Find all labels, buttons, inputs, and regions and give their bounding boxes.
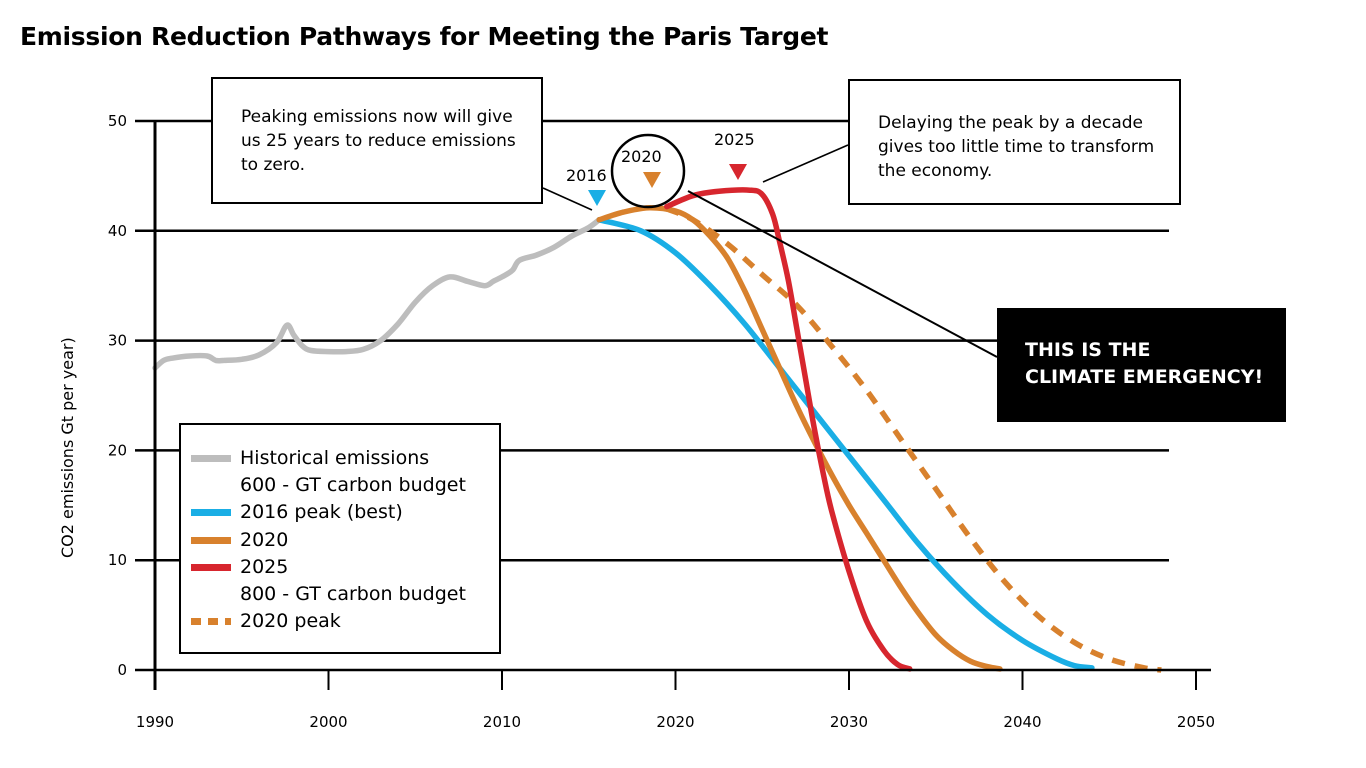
y-tick-label-0: 0 — [117, 661, 127, 679]
legend-label: 2016 peak (best) — [240, 501, 403, 524]
legend: Historical emissions 600 - GT carbon budg… — [179, 423, 501, 654]
y-tick-label-40: 40 — [108, 222, 127, 240]
legend-item: 2025 — [181, 554, 499, 581]
legend-label: 2025 — [240, 555, 289, 578]
peak-marker-2020 — [643, 172, 661, 188]
legend-item: 2020 — [181, 527, 499, 554]
legend-swatch — [191, 509, 231, 517]
callout-peak-now: Peaking emissions now will give us 25 ye… — [211, 77, 543, 204]
legend-label: Historical emissions — [240, 447, 430, 469]
y-tick-label-50: 50 — [108, 112, 127, 130]
legend-swatch — [191, 455, 231, 462]
series-line-2025 — [664, 187, 913, 672]
legend-swatch — [191, 618, 231, 626]
peak-marker-2016 — [588, 190, 606, 206]
x-tick-label-2000: 2000 — [309, 713, 347, 731]
legend-swatch — [191, 563, 231, 571]
series-line-historical-emissions — [152, 217, 602, 371]
series-line-2020 — [596, 204, 1003, 672]
series-line-2020-peak — [665, 206, 1162, 673]
connector-left — [542, 187, 593, 211]
legend-label: 800 - GT carbon budget — [240, 583, 466, 605]
highlight-circle — [610, 133, 686, 209]
legend-swatch — [191, 536, 231, 544]
x-tick-label-2020: 2020 — [656, 713, 694, 731]
connector-emergency — [687, 190, 998, 358]
peak-label-2025: 2025 — [714, 130, 755, 149]
legend-item: 2020 peak — [181, 608, 499, 635]
legend-item: 600 - GT carbon budget — [181, 472, 499, 499]
x-tick-label-1990: 1990 — [136, 713, 174, 731]
legend-label: 600 - GT carbon budget — [240, 474, 466, 497]
legend-label: 2020 — [240, 528, 289, 551]
peak-label-2016: 2016 — [566, 166, 607, 185]
connector-right — [762, 144, 849, 183]
legend-item: 800 - GT carbon budget — [181, 581, 499, 608]
peak-label-2020: 2020 — [621, 147, 662, 166]
x-tick-label-2030: 2030 — [830, 713, 868, 731]
climate-emergency-banner: THIS IS THE CLIMATE EMERGENCY! — [997, 308, 1286, 422]
y-tick-label-20: 20 — [108, 441, 127, 459]
series-line-2016-peak-best- — [596, 217, 1095, 671]
x-tick-label-2010: 2010 — [483, 713, 521, 731]
legend-label: 2020 peak — [240, 610, 341, 633]
callout-delay-peak: Delaying the peak by a decade gives too … — [848, 79, 1181, 205]
legend-item: 2016 peak (best) — [181, 499, 499, 526]
peak-marker-2025 — [729, 164, 747, 180]
x-tick-label-2050: 2050 — [1177, 713, 1215, 731]
legend-item: Historical emissions — [181, 445, 499, 472]
y-tick-label-30: 30 — [108, 332, 127, 350]
y-axis-label: CO2 emissions Gt per year) — [58, 337, 77, 558]
y-tick-label-10: 10 — [108, 551, 127, 569]
chart-title: Emission Reduction Pathways for Meeting … — [20, 22, 829, 51]
x-tick-label-2040: 2040 — [1003, 713, 1041, 731]
